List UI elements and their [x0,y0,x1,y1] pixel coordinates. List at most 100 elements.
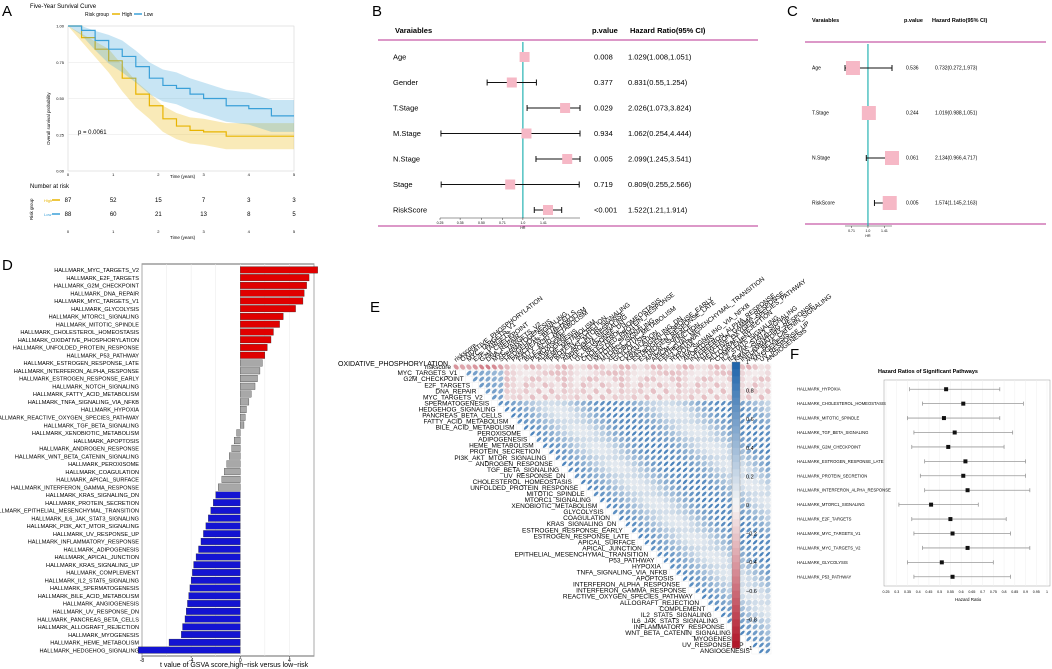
heatmap-ellipse [472,370,478,376]
heatmap-ellipse [542,388,549,395]
heatmap-ellipse [542,376,549,383]
heatmap-ellipse [746,533,752,539]
heatmap-ellipse [708,509,713,515]
heatmap-ellipse [580,442,587,449]
heatmap-cell [478,388,485,395]
forest-x-tick: 0.25 [437,221,444,225]
heatmap-ellipse [752,443,758,448]
heatmap-row-label: ALLOGRAFT_REJECTION [620,600,699,607]
pathway-x-tick: 0.35 [904,590,911,594]
heatmap-ellipse [593,394,600,401]
heatmap-ellipse [707,418,714,425]
heatmap-row-label: APICAL_SURFACE [578,539,636,546]
heatmap-ellipse [689,582,694,587]
heatmap-ellipse [612,418,618,424]
heatmap-ellipse [612,466,619,473]
heatmap-ellipse [682,521,689,528]
heatmap-ellipse [612,430,618,437]
heatmap-ellipse [746,406,752,412]
heatmap-ellipse [688,448,695,455]
heatmap-ellipse [637,472,644,479]
heatmap-ellipse [675,424,682,431]
colorbar-step [732,583,740,592]
heatmap-ellipse [752,418,758,424]
heatmap-ellipse [739,491,746,497]
heatmap-ellipse [593,412,599,418]
heatmap-ellipse [758,624,765,630]
heatmap-ellipse [714,436,720,443]
heatmap-ellipse [726,575,733,582]
colorbar-step [732,490,740,499]
forest-point [562,154,573,164]
pathway-row-name: HALLMARK_CHOLESTEROL_HOMEOSTASIS [797,401,886,406]
heatmap-row-label: ANGIOGENESIS [700,648,751,655]
heatmap-ellipse [631,370,638,377]
heatmap-ellipse [586,436,593,443]
heatmap-ellipse [759,449,764,454]
heatmap-ellipse [529,412,536,418]
heatmap-ellipse [593,491,599,497]
heatmap-ellipse [542,370,549,376]
pathway-point [929,502,934,507]
heatmap-ellipse [498,370,504,376]
heatmap-ellipse [580,461,586,467]
heatmap-ellipse [663,455,669,461]
colorbar-step [732,626,740,635]
gsva-label: HALLMARK_XENOBIOTIC_METABOLISM [32,431,139,437]
heatmap-ellipse [675,515,682,521]
heatmap-ellipse [631,443,637,449]
heatmap-ellipse [701,521,707,527]
heatmap-ellipse [701,594,707,599]
gsva-bar [215,491,241,499]
heatmap-ellipse [682,418,689,425]
heatmap-ellipse [624,388,631,395]
heatmap-ellipse [612,479,618,485]
heatmap-ellipse [593,370,600,376]
km-x-tick: 1 [112,172,115,177]
heatmap-ellipse [612,436,618,443]
heatmap-ellipse [510,394,517,401]
heatmap-ellipse [612,370,618,376]
heatmap-ellipse [555,418,561,425]
heatmap-ellipse [739,472,746,479]
heatmap-ellipse [536,424,542,430]
panel-label-f: F [790,346,799,363]
heatmap-ellipse [625,509,631,515]
heatmap-ellipse [542,406,549,413]
heatmap-ellipse [720,442,727,449]
heatmap-ellipse [745,394,752,401]
heatmap-ellipse [701,551,708,558]
heatmap-ellipse [752,611,758,618]
heatmap-ellipse [695,545,701,552]
heatmap-ellipse [650,412,656,419]
heatmap-ellipse [740,521,745,527]
heatmap-ellipse [618,436,625,443]
heatmap-ellipse [631,406,637,412]
heatmap-ellipse [669,376,676,382]
gsva-bar [240,367,261,375]
heatmap-ellipse [675,364,682,370]
heatmap-ellipse [593,479,599,485]
heatmap-ellipse [479,370,485,376]
heatmap-ellipse [695,582,701,587]
heatmap-ellipse [765,581,771,588]
heatmap-ellipse [618,460,625,467]
heatmap-ellipse [714,473,720,479]
heatmap-ellipse [689,461,694,467]
heatmap-ellipse [701,527,707,533]
heatmap-row-label: MYOGENESIS [693,636,737,643]
heatmap-ellipse [593,436,599,443]
heatmap-ellipse [752,364,758,370]
heatmap-ellipse [523,400,529,406]
heatmap-ellipse [536,431,542,436]
heatmap-ellipse [593,376,599,382]
heatmap-ellipse [682,473,688,479]
heatmap-ellipse [676,430,682,437]
km-ylabel: Overall survival probability [46,92,51,145]
risk-count: 3 [247,198,251,204]
heatmap-ellipse [714,382,720,388]
heatmap-ellipse [625,485,631,491]
heatmap-ellipse [599,430,606,437]
heatmap-row-label: IL6_JAK_STAT3_SIGNALING [632,618,718,625]
heatmap-ellipse [701,400,707,406]
